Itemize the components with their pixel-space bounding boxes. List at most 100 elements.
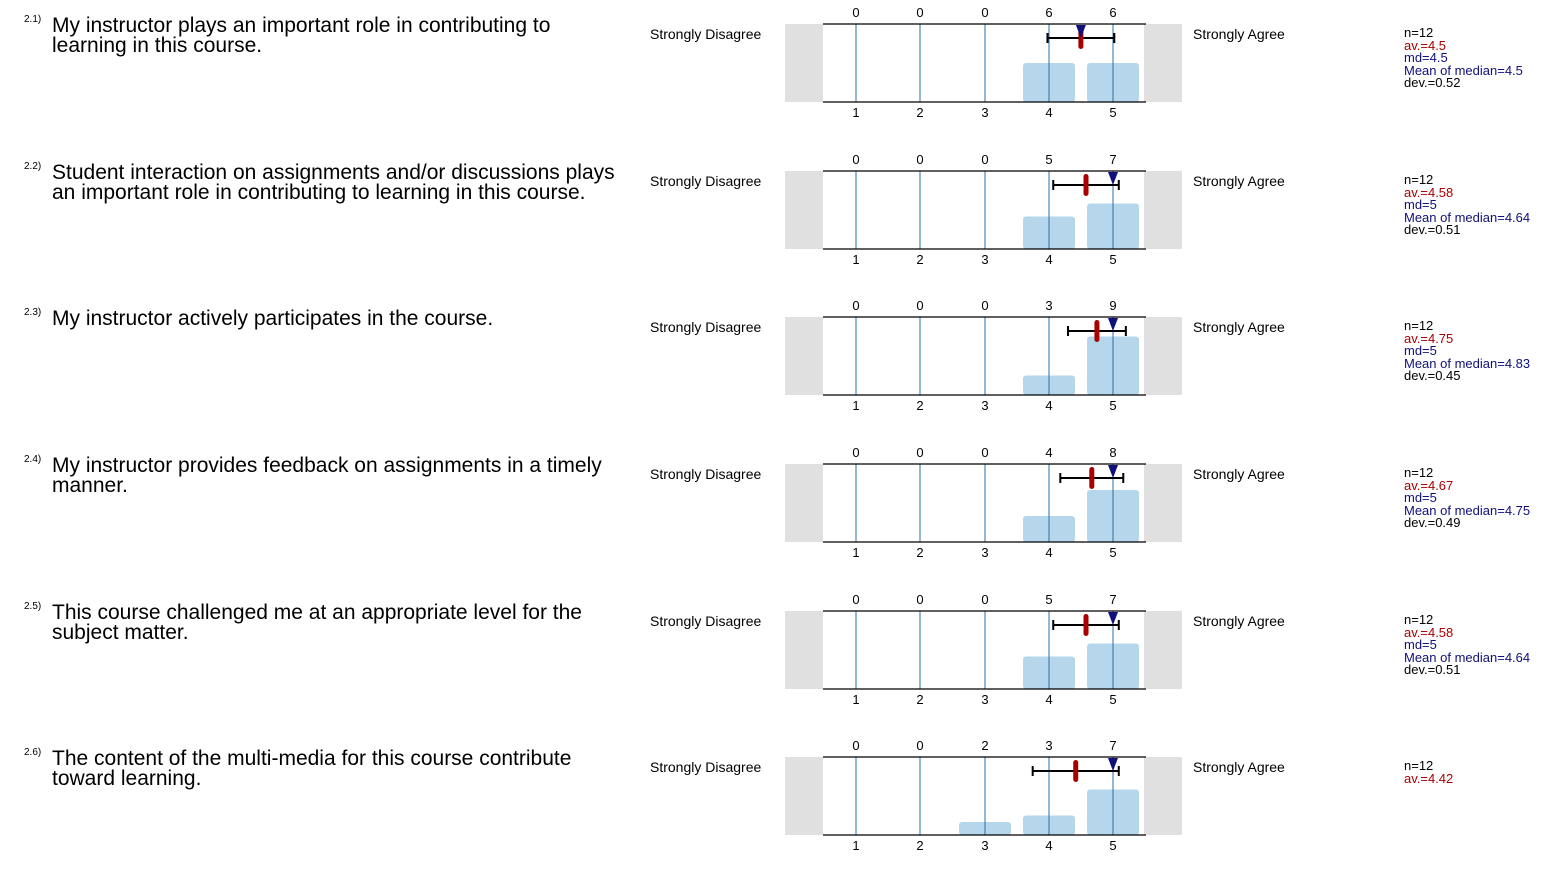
median-marker: [1075, 25, 1086, 38]
tick-label: 4: [1045, 545, 1052, 560]
question-number: 2.5): [24, 601, 42, 612]
stat-average: av.=4.67: [1404, 477, 1454, 493]
tick-label: 2: [916, 252, 923, 267]
response-chart: 0 1 0 2 0 3 3 4 9 5: [823, 298, 1146, 413]
response-chart: 0 1 0 2 0 3 5 4 7 5: [823, 152, 1146, 267]
tick-label: 1: [852, 692, 859, 707]
scale-left-label: Strongly Disagree: [650, 759, 762, 775]
scale-right-label: Strongly Agree: [1193, 759, 1285, 775]
count-label: 0: [981, 592, 988, 607]
stat-average: av.=4.75: [1404, 330, 1454, 346]
stats-block: n=12 av.=4.5 md=4.5 Mean of median=4.5 dev.=…: [1404, 26, 1523, 90]
count-label: 0: [916, 5, 923, 20]
stat-average: av.=4.5: [1404, 37, 1447, 53]
question-number: 2.3): [24, 307, 42, 318]
count-label: 0: [852, 152, 859, 167]
question-row: 2.2) Student interaction on assignments a…: [0, 147, 1558, 294]
gray-box-right: [1144, 611, 1182, 689]
gray-box-left: [785, 757, 823, 835]
gray-box-left: [785, 611, 823, 689]
question-row: 2.3) My instructor actively participates …: [0, 293, 1558, 440]
stat-mean-of-median: Mean of median=4.64: [1404, 209, 1531, 225]
count-label: 2: [981, 738, 988, 753]
count-label: 0: [852, 738, 859, 753]
stat-median: md=5: [1404, 343, 1437, 358]
mean-marker: [1083, 614, 1089, 636]
stat-mean-of-median: Mean of median=4.64: [1404, 649, 1531, 665]
gray-box-right: [1144, 317, 1182, 395]
tick-label: 4: [1045, 398, 1052, 413]
scale-right-label: Strongly Agree: [1193, 26, 1285, 42]
count-label: 7: [1109, 738, 1116, 753]
question-text: My instructor plays an important role in…: [52, 14, 551, 57]
tick-label: 5: [1109, 252, 1116, 267]
count-label: 5: [1045, 152, 1052, 167]
stat-n: n=12: [1404, 758, 1434, 773]
tick-label: 1: [852, 105, 859, 120]
median-marker: [1108, 318, 1118, 331]
count-label: 0: [916, 738, 923, 753]
tick-label: 3: [981, 692, 988, 707]
mean-marker: [1073, 760, 1079, 782]
tick-label: 2: [916, 105, 923, 120]
count-label: 3: [1045, 738, 1052, 753]
median-marker: [1108, 465, 1118, 478]
scale-right-label: Strongly Agree: [1193, 466, 1285, 482]
scale-right-label: Strongly Agree: [1193, 319, 1285, 335]
question-text: The content of the multi-media for this …: [52, 747, 572, 790]
gray-box-left: [785, 317, 823, 395]
scale-left-label: Strongly Disagree: [650, 466, 762, 482]
count-label: 3: [1045, 298, 1052, 313]
question-row: 2.6) The content of the multi-media for t…: [0, 733, 1558, 880]
gray-box-left: [785, 24, 823, 102]
tick-label: 2: [916, 398, 923, 413]
question-text: Student interaction on assignments and/o…: [52, 161, 615, 204]
tick-label: 1: [852, 252, 859, 267]
tick-label: 4: [1045, 105, 1052, 120]
gray-box-left: [785, 464, 823, 542]
stat-n: n=12: [1404, 318, 1434, 333]
stat-median: md=5: [1404, 197, 1437, 212]
tick-label: 1: [852, 545, 859, 560]
count-label: 0: [852, 298, 859, 313]
stat-median: md=5: [1404, 490, 1437, 505]
tick-label: 3: [981, 398, 988, 413]
tick-label: 5: [1109, 398, 1116, 413]
question-row: 2.1) My instructor plays an important rol…: [0, 0, 1558, 147]
count-label: 0: [916, 592, 923, 607]
question-row: 2.5) This course challenged me at an appr…: [0, 587, 1558, 734]
mean-marker: [1083, 174, 1089, 196]
gray-box-left: [785, 171, 823, 249]
mean-marker: [1089, 467, 1095, 489]
stats-block: n=12 av.=4.67 md=5 Mean of median=4.75 dev.=…: [1404, 465, 1530, 530]
scale-right-label: Strongly Agree: [1193, 173, 1285, 189]
scale-left-label: Strongly Disagree: [650, 613, 762, 629]
stat-median: md=5: [1404, 637, 1437, 652]
stats-block: n=12 av.=4.58 md=5 Mean of median=4.64 dev.=…: [1404, 612, 1531, 677]
tick-label: 5: [1109, 105, 1116, 120]
stat-n: n=12: [1404, 465, 1434, 480]
count-label: 9: [1109, 298, 1116, 313]
stat-average: av.=4.58: [1404, 184, 1454, 200]
tick-label: 4: [1045, 838, 1052, 853]
count-label: 4: [1045, 445, 1052, 460]
scale-left-label: Strongly Disagree: [650, 26, 762, 42]
count-label: 0: [981, 445, 988, 460]
count-label: 0: [981, 5, 988, 20]
stat-n: n=12: [1404, 612, 1434, 627]
tick-label: 5: [1109, 545, 1116, 560]
tick-label: 3: [981, 252, 988, 267]
stat-mean-of-median: Mean of median=4.83: [1404, 355, 1531, 371]
mean-marker: [1094, 320, 1100, 342]
tick-label: 2: [916, 692, 923, 707]
count-label: 5: [1045, 592, 1052, 607]
scale-left-label: Strongly Disagree: [650, 319, 762, 335]
median-marker: [1108, 612, 1118, 625]
count-label: 0: [852, 445, 859, 460]
median-marker: [1108, 172, 1118, 185]
stat-n: n=12: [1404, 172, 1434, 187]
question-number: 2.1): [24, 14, 42, 25]
scale-right-label: Strongly Agree: [1193, 613, 1285, 629]
stats-block: n=12 av.=4.42: [1404, 758, 1453, 785]
stat-deviation: dev.=0.51: [1404, 662, 1461, 677]
